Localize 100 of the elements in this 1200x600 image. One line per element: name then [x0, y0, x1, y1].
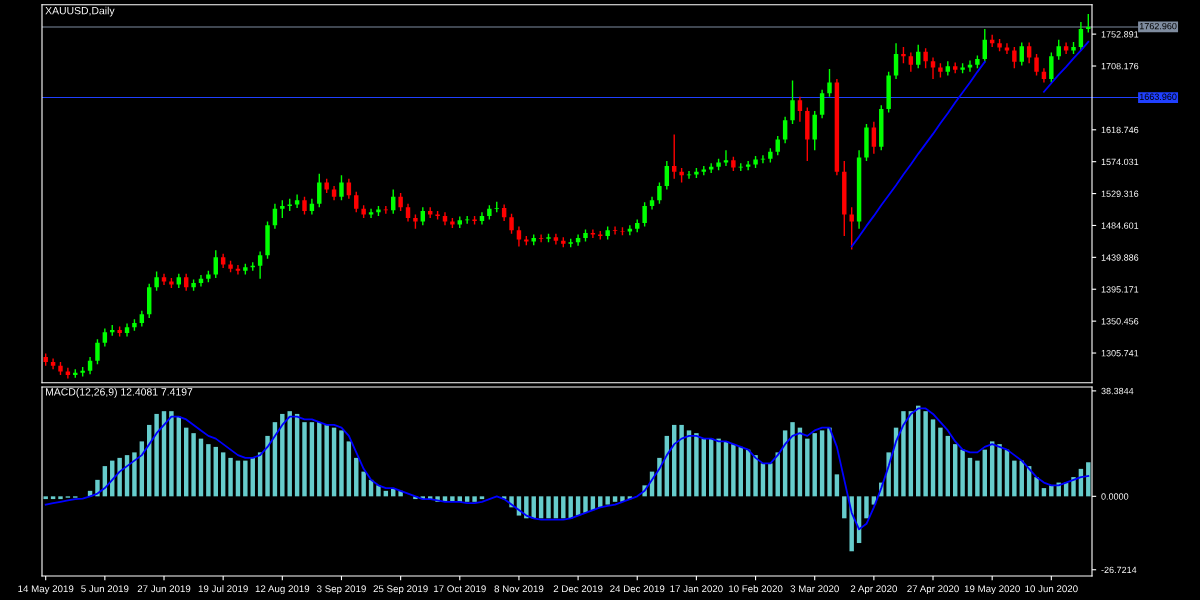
- bar: [901, 411, 906, 497]
- bar: [583, 496, 588, 513]
- candlestick: [1078, 21, 1084, 52]
- bar: [154, 413, 159, 497]
- bar: [945, 435, 951, 497]
- bar: [132, 452, 137, 497]
- y-tick-label: 1618.746: [1101, 126, 1139, 134]
- bar: [568, 496, 573, 519]
- candlestick: [339, 174, 344, 201]
- bar: [546, 496, 551, 519]
- x-tick-label: 8 Nov 2019: [494, 585, 544, 593]
- bar: [472, 496, 477, 502]
- x-tick-label: 3 Mar 2020: [790, 585, 839, 593]
- line-series: [44, 407, 1090, 531]
- candlestick: [908, 51, 914, 73]
- candlestick: [916, 44, 921, 69]
- bar: [790, 422, 795, 497]
- y-tick-label: 1529.316: [1101, 190, 1139, 197]
- bar: [43, 496, 48, 500]
- bar: [753, 455, 758, 497]
- x-tick-label: 19 May 2020: [964, 585, 1020, 595]
- candlestick: [871, 121, 877, 155]
- bar: [538, 496, 544, 519]
- bar: [553, 496, 559, 519]
- candlestick: [790, 79, 795, 125]
- y-tick-label: -26.7214: [1101, 566, 1137, 574]
- candlestick: [1012, 46, 1017, 69]
- bar: [864, 496, 869, 519]
- bar: [997, 444, 1002, 497]
- y-tick-label: 1350.456: [1101, 318, 1139, 325]
- y-tick-label: 1708.176: [1101, 62, 1139, 70]
- bar: [287, 411, 292, 497]
- bar: [228, 457, 233, 497]
- bar: [679, 424, 684, 497]
- candlestick: [257, 250, 263, 280]
- bar: [768, 463, 773, 497]
- y-tick-label: 1439.886: [1101, 254, 1139, 261]
- candlestick: [672, 133, 677, 180]
- y-tick-label: 0.0000: [1101, 493, 1129, 500]
- bar: [605, 496, 610, 505]
- x-tick-label: 17 Oct 2019: [434, 585, 486, 593]
- candlestick: [827, 68, 832, 98]
- candlestick: [967, 59, 973, 73]
- bar: [1086, 462, 1091, 497]
- bar: [827, 427, 832, 497]
- candlestick: [627, 224, 633, 236]
- bar: [612, 496, 618, 502]
- x-tick-label: 5 Jun 2019: [81, 585, 129, 593]
- x-tick-label: 25 Sep 2019: [373, 585, 428, 595]
- bar: [191, 433, 196, 497]
- x-tick-label: 10 Feb 2020: [729, 585, 783, 593]
- bar: [694, 433, 699, 497]
- candlestick: [383, 205, 389, 215]
- candlestick: [1034, 53, 1039, 77]
- candlestick: [538, 233, 544, 243]
- candlestick: [354, 190, 359, 214]
- y-tick-label: 1752.891: [1101, 31, 1139, 38]
- bar: [58, 496, 63, 500]
- bar: [361, 471, 366, 497]
- candlestick: [708, 162, 714, 174]
- y-tick-label: 1395.171: [1101, 286, 1139, 293]
- bar: [812, 433, 817, 497]
- candlestick: [760, 154, 766, 164]
- candlestick: [1026, 41, 1032, 64]
- bar: [302, 422, 307, 497]
- bar: [923, 411, 928, 497]
- bar: [1071, 477, 1076, 497]
- y-tick-label: 1484.601: [1101, 222, 1139, 229]
- candlestick: [317, 173, 322, 209]
- candlestick: [509, 213, 514, 235]
- line-series: [1043, 40, 1090, 93]
- y-tick-label: 1574.031: [1101, 158, 1139, 166]
- bar: [1012, 460, 1017, 497]
- x-tick-label: 17 Jan 2020: [670, 585, 723, 593]
- bar: [657, 457, 662, 497]
- candlestick: [930, 56, 936, 80]
- x-tick-label: 27 Jun 2019: [137, 585, 191, 593]
- candlestick: [464, 215, 470, 225]
- bar: [716, 438, 721, 497]
- bar: [50, 496, 56, 500]
- bar: [842, 496, 847, 519]
- ref-line-label: 1663.960: [1139, 93, 1177, 100]
- bar: [1034, 477, 1039, 497]
- x-tick-label: 14 May 2019: [18, 585, 74, 595]
- x-tick-label: 2 Dec 2019: [553, 585, 603, 593]
- bar: [169, 411, 174, 497]
- bar: [731, 444, 736, 497]
- bar: [324, 424, 329, 497]
- candlestick: [1056, 39, 1061, 61]
- x-tick-label: 2 Apr 2020: [850, 585, 897, 595]
- candlestick: [797, 96, 803, 123]
- chart-title: XAUUSD,Daily: [45, 6, 115, 17]
- bar: [309, 422, 315, 497]
- y-tick-label: 1305.741: [1101, 350, 1139, 357]
- bar: [479, 496, 485, 500]
- candlestick: [612, 225, 618, 236]
- bar: [317, 422, 322, 497]
- candlestick: [154, 270, 159, 292]
- bar: [524, 496, 529, 519]
- candlestick: [664, 160, 670, 191]
